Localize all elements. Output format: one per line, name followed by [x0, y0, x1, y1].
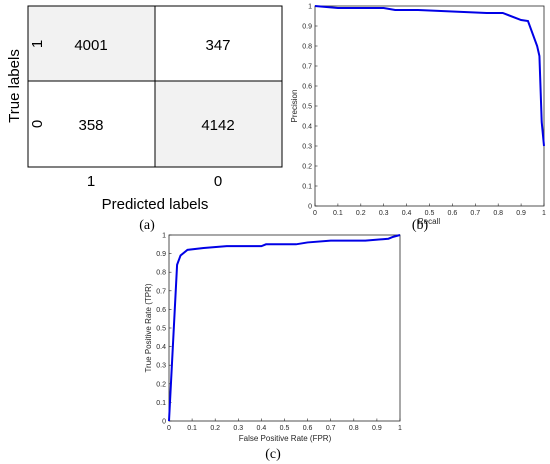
cm-x-tick-0: 0 — [214, 173, 222, 190]
roc-x-tick-label: 0.4 — [257, 425, 267, 432]
pr-y-tick-label: 1 — [308, 4, 312, 11]
roc-x-tick-label: 0 — [167, 425, 171, 432]
panel-label-c: (c) — [265, 447, 281, 462]
roc-x-tick-label: 0.6 — [303, 425, 313, 432]
roc-y-tick-label: 1 — [162, 233, 166, 240]
pr-y-tick-label: 0.7 — [302, 64, 312, 71]
roc-x-tick-label: 0.5 — [280, 425, 290, 432]
pr-x-tick-label: 0.6 — [448, 210, 458, 217]
pr-x-tick-label: 0.5 — [425, 210, 435, 217]
roc-x-tick-label: 0.8 — [349, 425, 359, 432]
cm-value-fn: 347 — [205, 37, 230, 54]
roc-x-tick-label: 0.2 — [210, 425, 220, 432]
roc-y-tick-label: 0.6 — [156, 307, 166, 314]
roc-curve — [168, 234, 401, 422]
roc-y-tick-label: 0.1 — [156, 400, 166, 407]
roc-y-axis-label: True Positive Rate (TPR) — [144, 283, 153, 372]
roc-y-tick-label: 0.9 — [156, 251, 166, 258]
confusion-matrix-panel: 4001 347 358 4142 1 0 Predicted labels 1… — [6, 5, 283, 233]
pr-y-tick-label: 0.3 — [302, 144, 312, 151]
pr-y-tick-label: 0.8 — [302, 44, 312, 51]
roc-x-tick-label: 0.1 — [187, 425, 197, 432]
pr-y-tick-label: 0.4 — [302, 124, 312, 131]
pr-y-tick-label: 0 — [308, 204, 312, 211]
roc-y-tick-label: 0.7 — [156, 288, 166, 295]
roc-y-tick-label: 0 — [162, 419, 166, 426]
roc-ticks: 0 0.1 0.2 0.3 0.4 0.5 0.6 0.7 0.8 0.9 1 0 0.1 0.2 0.3 0… — [156, 233, 402, 433]
roc-y-tick-label: 0.8 — [156, 270, 166, 277]
pr-y-tick-label: 0.6 — [302, 84, 312, 91]
pr-y-tick-label: 0.9 — [302, 24, 312, 31]
pr-ticks: 0 0.1 0.2 0.3 0.4 0.5 0.6 0.7 0.8 0.9 1 0 0.1 0.2 0.3 0… — [302, 4, 546, 218]
cm-x-tick-1: 1 — [87, 173, 95, 190]
roc-x-tick-label: 1 — [398, 425, 402, 432]
pr-y-tick-label: 0.2 — [302, 164, 312, 171]
cm-x-axis-label: Predicted labels — [102, 196, 209, 213]
roc-x-axis-label: False Positive Rate (FPR) — [239, 434, 332, 443]
pr-y-axis-label: Precision — [290, 90, 299, 123]
pr-x-axis-label: Recall — [418, 217, 440, 226]
pr-x-tick-label: 0.7 — [470, 210, 480, 217]
roc-panel: 0 0.1 0.2 0.3 0.4 0.5 0.6 0.7 0.8 0.9 1 0 0.1 0.2 0.3 0… — [144, 233, 402, 463]
roc-y-tick-label: 0.4 — [156, 344, 166, 351]
roc-x-tick-label: 0.7 — [326, 425, 336, 432]
cm-y-axis-label: True labels — [6, 49, 23, 123]
cm-y-tick-1: 1 — [29, 40, 46, 48]
cm-cell-fp-bg — [28, 81, 155, 167]
pr-y-tick-label: 0.1 — [302, 184, 312, 191]
panel-label-a: (a) — [139, 218, 155, 233]
cm-cell-tn-bg — [155, 81, 282, 167]
pr-x-tick-label: 0.1 — [333, 210, 343, 217]
panel-label-b: (b) — [412, 218, 429, 233]
pr-x-tick-label: 1 — [542, 210, 546, 217]
roc-plot-frame — [168, 234, 401, 422]
roc-x-tick-label: 0.3 — [233, 425, 243, 432]
pr-y-tick-label: 0.5 — [302, 104, 312, 111]
cm-cell-fn-bg — [155, 6, 282, 81]
cm-value-tn: 4142 — [201, 117, 234, 134]
pr-curve — [314, 5, 545, 147]
cm-cell-tp-bg — [28, 6, 155, 81]
pr-x-tick-label: 0.3 — [379, 210, 389, 217]
cm-value-tp: 4001 — [74, 37, 107, 54]
pr-x-tick-label: 0.9 — [516, 210, 526, 217]
cm-value-fp: 358 — [78, 117, 103, 134]
roc-y-tick-label: 0.5 — [156, 326, 166, 333]
pr-x-tick-label: 0.8 — [493, 210, 503, 217]
pr-x-tick-label: 0.4 — [402, 210, 412, 217]
roc-y-tick-label: 0.2 — [156, 381, 166, 388]
cm-y-tick-0: 0 — [29, 120, 46, 128]
precision-recall-panel: 0 0.1 0.2 0.3 0.4 0.5 0.6 0.7 0.8 0.9 1 0 0.1 0.2 0.3 0… — [290, 4, 546, 234]
pr-x-tick-label: 0.2 — [356, 210, 366, 217]
roc-x-tick-label: 0.9 — [372, 425, 382, 432]
pr-x-tick-label: 0 — [313, 210, 317, 217]
pr-plot-frame — [314, 5, 545, 207]
roc-y-tick-label: 0.3 — [156, 363, 166, 370]
